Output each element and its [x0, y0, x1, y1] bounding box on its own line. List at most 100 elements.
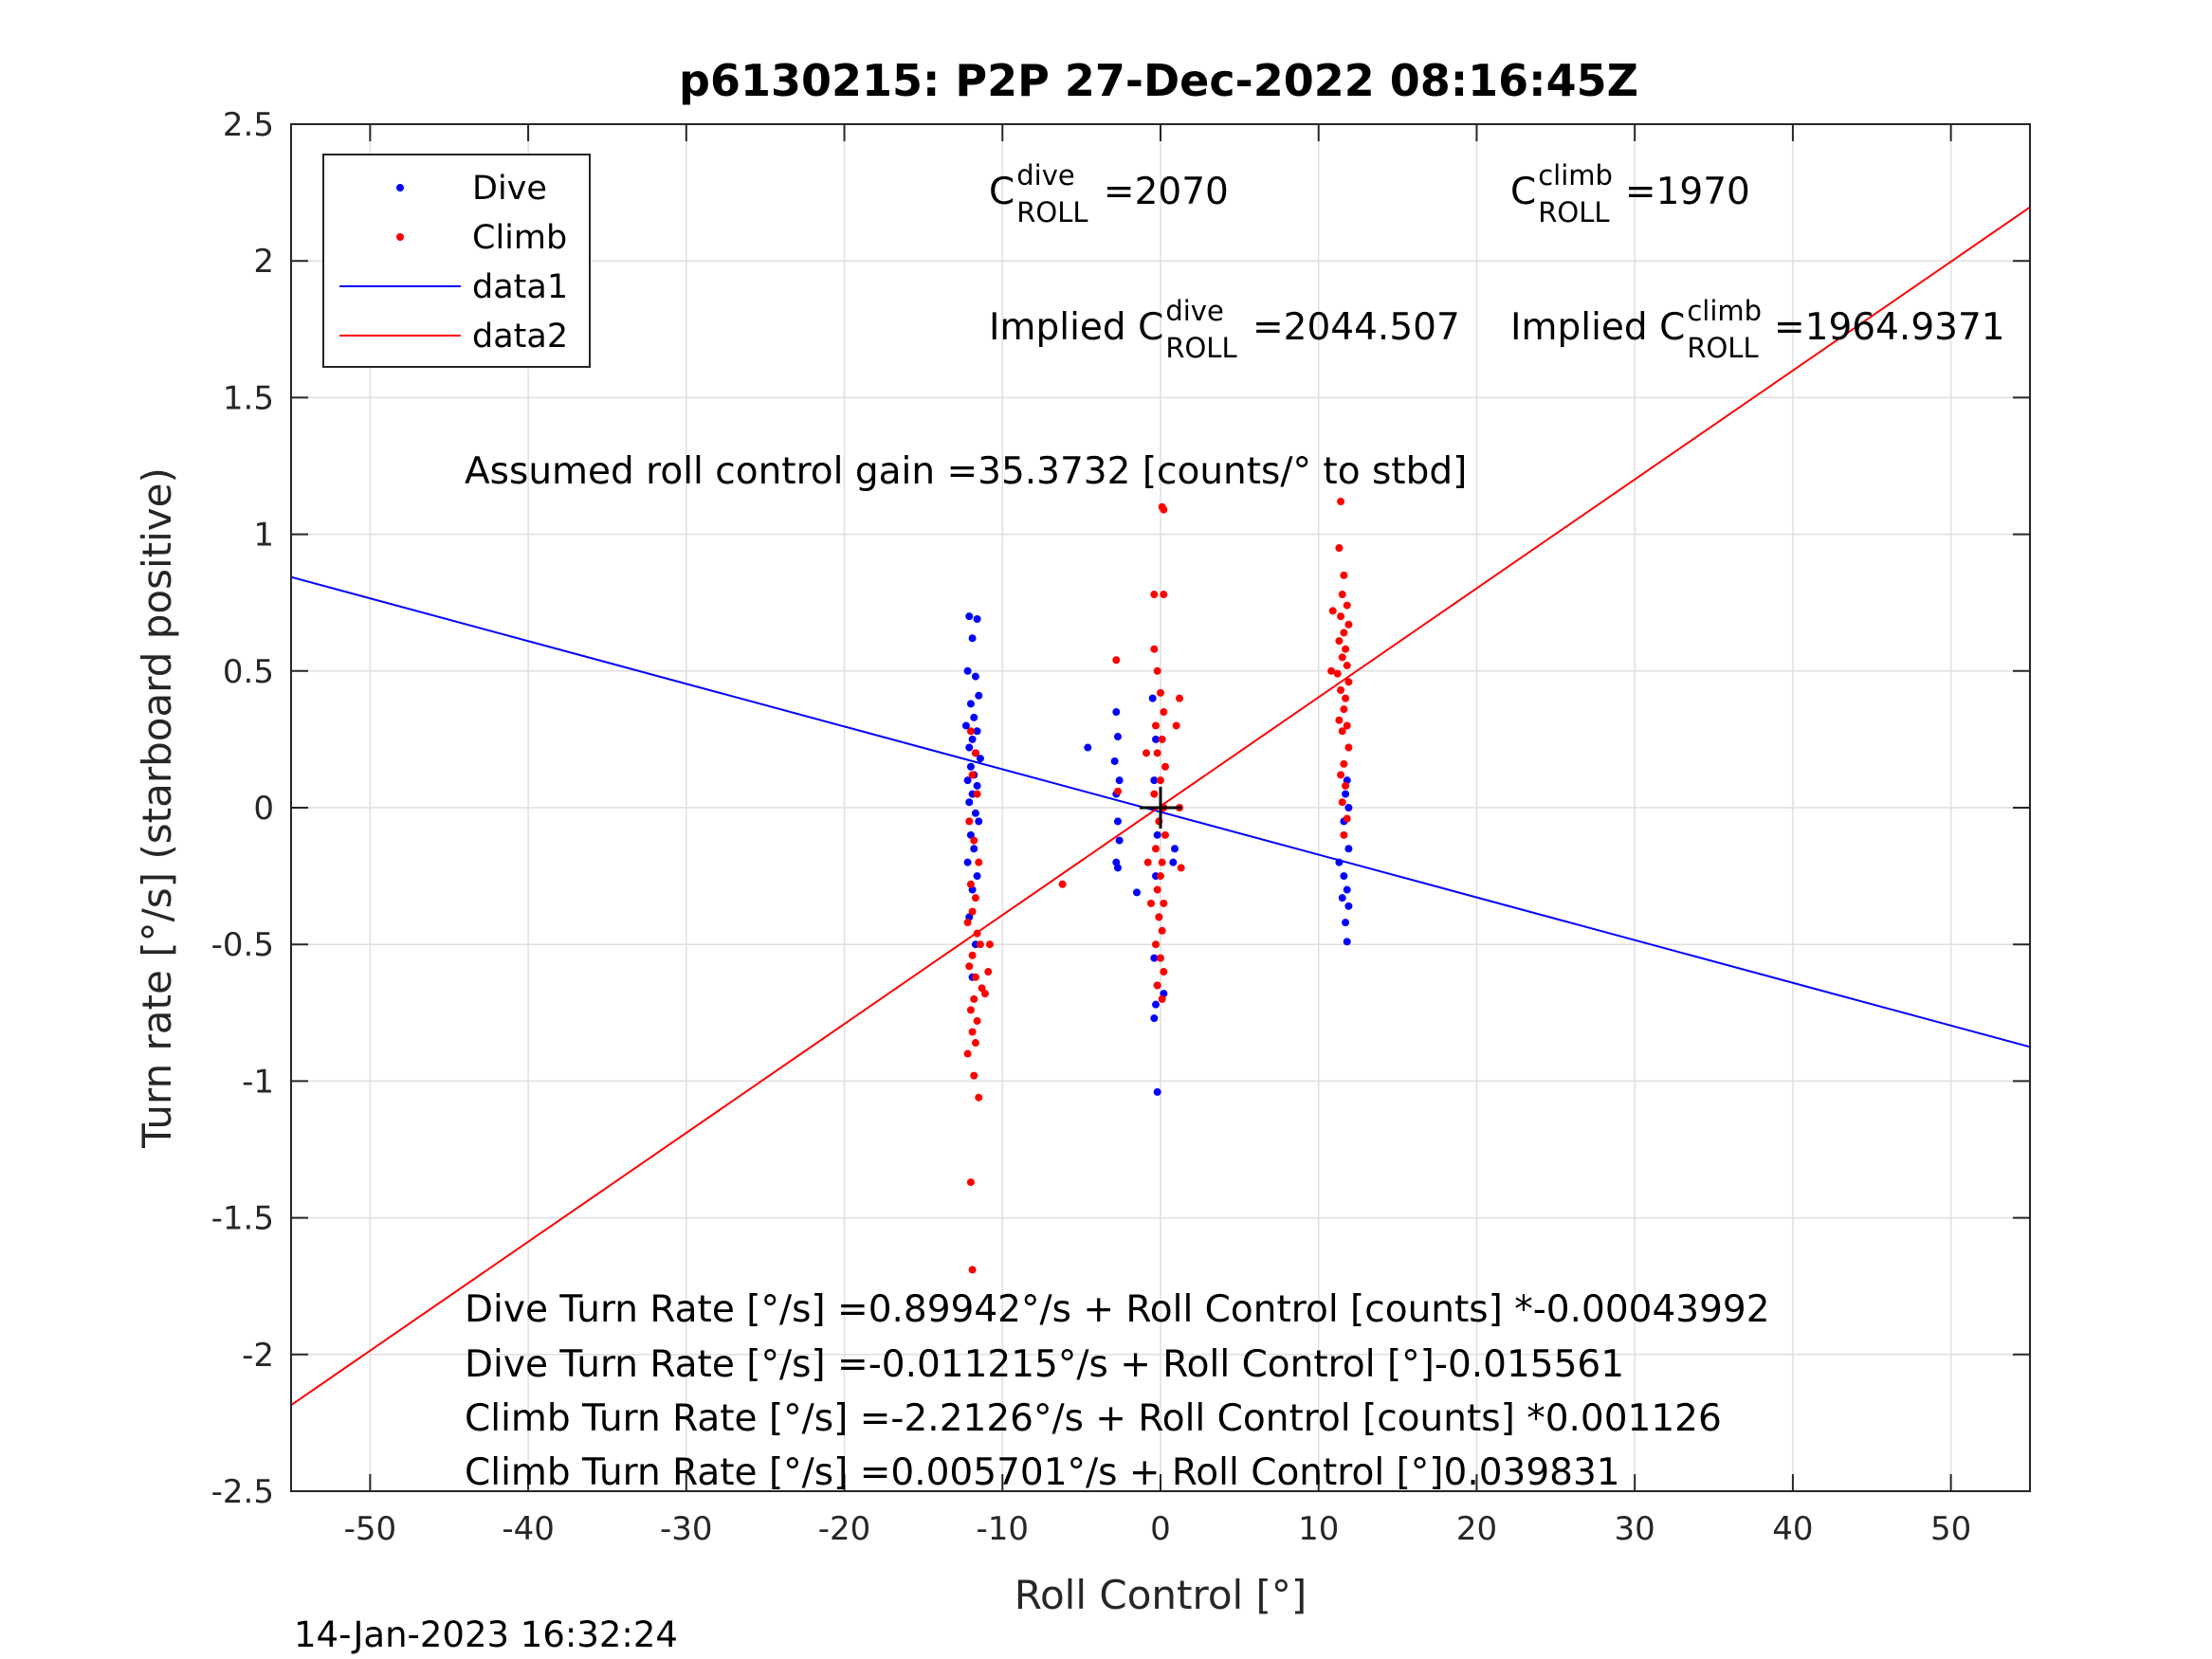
data-points — [961, 497, 1353, 1274]
legend-label-2: data1 — [472, 268, 568, 306]
climb-point-78 — [1342, 645, 1350, 653]
chart-title: p6130215: P2P 27-Dec-2022 08:16:45Z — [679, 55, 1638, 106]
climb-point-85 — [1340, 705, 1348, 714]
climb-point-25 — [985, 940, 994, 949]
climb-point-5 — [970, 836, 978, 845]
dive-point-34 — [1115, 776, 1124, 785]
dive-point-50 — [1150, 1014, 1159, 1023]
climb-point-3 — [973, 790, 981, 798]
axis-ticks: -50 -40 -30 -20 -10 0 10 20 30 40 50 2.5 2 1.5 1 0.5 0 -0… — [211, 106, 2030, 1548]
climb-point-90 — [1340, 759, 1348, 768]
dive-point-6 — [966, 700, 975, 708]
climb-point-36 — [1160, 708, 1168, 717]
climb-point-0 — [966, 727, 975, 736]
climb-point-41 — [1157, 776, 1164, 785]
dive-point-30 — [1084, 743, 1092, 752]
climb-point-94 — [1343, 814, 1351, 823]
dive-point-4 — [971, 672, 979, 681]
dive-point-32 — [1113, 733, 1122, 741]
climb-point-42 — [1150, 790, 1159, 798]
climb-point-13 — [968, 951, 977, 959]
climb-point-64 — [1176, 694, 1184, 702]
climb-point-48 — [1157, 872, 1164, 881]
climb-point-84 — [1342, 694, 1350, 702]
climb-point-23 — [970, 1071, 978, 1080]
x-tick-label-10: 50 — [1930, 1510, 1971, 1548]
y-tick-label-3: 1 — [253, 517, 274, 555]
climb-point-55 — [1160, 968, 1168, 976]
climb-point-80 — [1343, 662, 1351, 670]
climb-point-31 — [1112, 656, 1121, 665]
dive-point-11 — [965, 743, 974, 752]
climb-point-10 — [963, 919, 972, 927]
dive-point-56 — [1344, 845, 1353, 853]
dive-point-13 — [976, 755, 984, 763]
climb-point-38 — [1158, 735, 1166, 743]
climb-point-29 — [968, 1266, 977, 1274]
dive-point-23 — [970, 845, 978, 853]
climb-point-28 — [966, 1178, 975, 1187]
climb-point-49 — [1153, 885, 1161, 894]
dive-point-65 — [1342, 790, 1350, 798]
dive-point-36 — [1113, 817, 1122, 826]
climb-point-1 — [971, 749, 979, 757]
climb-point-66 — [1177, 864, 1185, 872]
y-tick-label-8: -1.5 — [211, 1200, 274, 1238]
dive-point-21 — [975, 817, 983, 826]
x-tick-label-8: 30 — [1615, 1510, 1655, 1548]
climb-point-15 — [971, 973, 979, 981]
x-tick-label-3: -20 — [818, 1510, 871, 1548]
climb-point-75 — [1344, 620, 1353, 629]
x-tick-label-2: -30 — [660, 1510, 713, 1548]
climb-point-40 — [1161, 762, 1170, 771]
legend-label-0: Dive — [472, 170, 547, 208]
climb-point-53 — [1151, 940, 1160, 949]
climb-point-4 — [965, 817, 974, 826]
x-tick-label-7: 20 — [1456, 1510, 1497, 1548]
dive-point-60 — [1344, 902, 1353, 910]
climb-point-47 — [1158, 858, 1166, 866]
climb-point-17 — [970, 994, 978, 1003]
dive-point-53 — [1171, 845, 1179, 853]
x-tick-label-5: 0 — [1150, 1510, 1171, 1548]
climb-point-9 — [968, 907, 977, 916]
climb-point-71 — [1340, 571, 1348, 579]
climb-point-88 — [1338, 727, 1346, 736]
climb-point-32 — [1113, 787, 1122, 795]
climb-point-81 — [1333, 669, 1342, 678]
dive-point-61 — [1342, 919, 1350, 927]
climb-point-63 — [1143, 858, 1152, 866]
dive-point-7 — [970, 713, 978, 721]
dive-point-0 — [965, 612, 974, 621]
climb-point-93 — [1338, 798, 1346, 807]
footer-timestamp: 14-Jan-2023 16:32:24 — [294, 1614, 678, 1655]
dive-point-17 — [973, 781, 981, 790]
y-tick-label-0: 2.5 — [223, 106, 274, 144]
climb-point-6 — [975, 858, 983, 866]
dive-point-39 — [1113, 864, 1122, 872]
legend: Dive Climb data1 data2 — [322, 154, 591, 368]
climb-point-27 — [980, 990, 989, 998]
climb-point-37 — [1151, 721, 1160, 730]
x-tick-label-4: -10 — [976, 1510, 1029, 1548]
dive-point-31 — [1112, 708, 1121, 717]
dive-point-37 — [1115, 836, 1124, 845]
climb-point-92 — [1342, 781, 1350, 790]
legend-label-3: data2 — [472, 318, 568, 356]
x-tick-label-6: 10 — [1298, 1510, 1339, 1548]
climb-point-83 — [1337, 685, 1345, 694]
climb-point-76 — [1340, 629, 1348, 637]
climb-point-69 — [1337, 497, 1345, 505]
climb-point-45 — [1161, 830, 1170, 839]
dive-point-2 — [968, 634, 977, 643]
y-tick-label-6: -0.5 — [211, 926, 274, 964]
y-tick-label-4: 0.5 — [223, 653, 274, 691]
climb-point-82 — [1344, 678, 1353, 686]
dive-point-59 — [1338, 894, 1346, 902]
x-tick-label-1: -40 — [502, 1510, 555, 1548]
climb-point-61 — [1158, 502, 1166, 511]
climb-point-18 — [966, 1006, 975, 1014]
y-tick-label-5: 0 — [253, 790, 274, 828]
dive-point-8 — [961, 721, 970, 730]
annotation-eq4: Climb Turn Rate [°/s] =0.005701°/s + Rol… — [465, 1451, 1620, 1494]
